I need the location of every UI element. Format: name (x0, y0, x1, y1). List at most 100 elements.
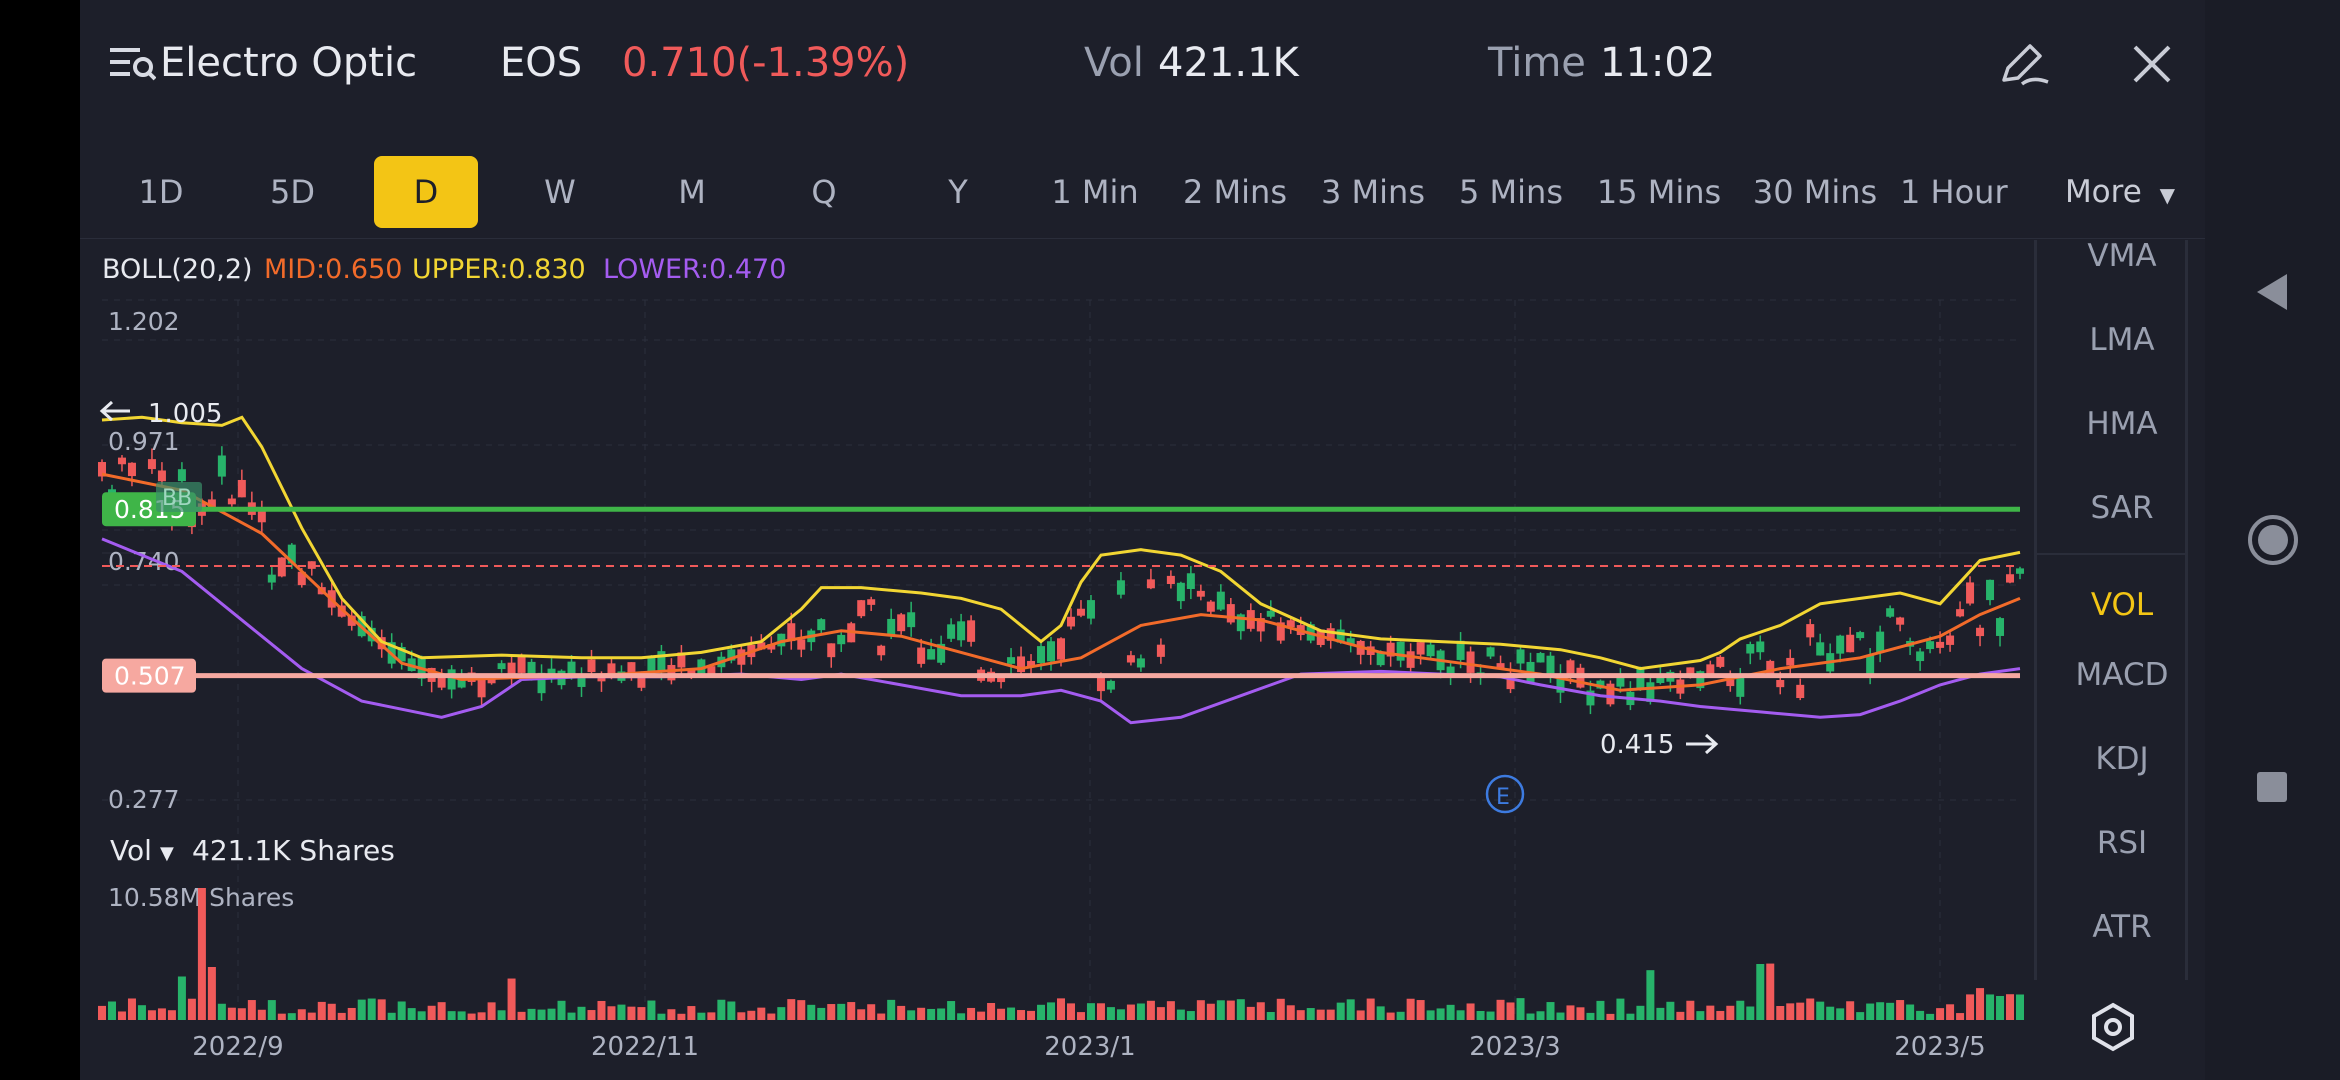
volume-bar (497, 1010, 506, 1020)
volume-bar (837, 1003, 846, 1020)
volume-bar (98, 1005, 106, 1020)
close-icon[interactable] (2132, 44, 2172, 84)
candle-body (1606, 683, 1615, 705)
indicator-menu-border (2034, 240, 2037, 980)
candle-body (667, 664, 676, 681)
volume-bar (937, 1008, 946, 1020)
volume-bar (1746, 1006, 1755, 1020)
price-chart[interactable]: BOLL(20,2) MID:0.650 UPPER:0.830 LOWER:0… (80, 240, 2035, 1080)
volume-current: 421.1K Shares (192, 834, 395, 867)
candle-body (1966, 582, 1975, 604)
boll-mid: MID:0.650 (264, 254, 402, 285)
candle-body (1336, 629, 1345, 643)
candle-body (287, 544, 296, 564)
settings-hexagon-icon[interactable] (2088, 1002, 2138, 1052)
indicator-sar[interactable]: SAR (2090, 490, 2154, 526)
pink-level-value: 0.507 (114, 662, 186, 691)
tab-1d[interactable]: 1D (138, 173, 184, 211)
volume-bar (207, 967, 216, 1020)
volume-bar (407, 1008, 416, 1020)
boll-label[interactable]: BOLL(20,2) (102, 254, 253, 285)
volume-bar (1856, 1012, 1865, 1020)
tab-d[interactable]: D (374, 156, 478, 228)
candle-body (1696, 671, 1705, 689)
volume-bar (987, 1003, 996, 1020)
candle-body (1866, 654, 1875, 677)
candle-body (687, 668, 696, 677)
volume-bar (1436, 1008, 1445, 1020)
tab-m[interactable]: M (678, 173, 706, 211)
candle-body (1226, 604, 1235, 623)
volume-bar (1296, 1010, 1305, 1020)
candle-body (1996, 618, 2005, 636)
candle-body (1236, 614, 1245, 632)
candle-body (347, 615, 356, 626)
volume-bars (98, 888, 2024, 1020)
home-circle-icon[interactable] (2247, 514, 2299, 566)
edit-pen-icon[interactable] (1998, 40, 2050, 88)
bb-tag[interactable] (156, 482, 202, 512)
indicator-macd[interactable]: MACD (2075, 657, 2169, 693)
back-triangle-icon[interactable] (2255, 272, 2289, 312)
candle-body (1326, 628, 1335, 641)
menu-search-icon[interactable] (110, 44, 156, 84)
chevron-down-icon[interactable]: ▼ (160, 843, 174, 864)
chart-grid (102, 299, 2020, 1020)
tab-1-min[interactable]: 1 Min (1051, 173, 1139, 211)
candle-body (577, 675, 586, 687)
stock-name[interactable]: Electro Optic (160, 40, 418, 86)
volume-bar (387, 1012, 396, 1020)
candle-body (1686, 667, 1695, 677)
boll-lower-line (101, 537, 2021, 725)
tab-5d[interactable]: 5D (270, 173, 315, 211)
candle-body (1736, 676, 1745, 697)
indicator-kdj[interactable]: KDJ (2095, 741, 2149, 777)
candle-body (437, 675, 446, 688)
candle-body (277, 557, 286, 577)
vol-value: 421.1K (1158, 40, 1299, 86)
volume-bar (1586, 1012, 1595, 1020)
more-dropdown[interactable]: More ▼ (2050, 156, 2190, 228)
volume-bar (1956, 1013, 1965, 1020)
indicator-atr[interactable]: ATR (2092, 909, 2152, 945)
candle-body (1396, 641, 1405, 661)
volume-bar (1086, 1003, 1095, 1020)
volume-bar (517, 1011, 526, 1020)
volume-bar (1057, 998, 1065, 1020)
volume-bar (1116, 1009, 1125, 1020)
event-marker-icon[interactable] (1485, 774, 1525, 814)
candle-body (1446, 666, 1455, 677)
tab-15-mins[interactable]: 15 Mins (1596, 173, 1722, 211)
candle-body (1176, 582, 1185, 602)
candle-body (887, 618, 896, 636)
volume-bar (317, 1001, 326, 1020)
volume-bar (747, 1010, 756, 1020)
volume-bar (1126, 1004, 1135, 1020)
indicator-vma[interactable]: VMA (2087, 238, 2157, 274)
candle-body (1096, 673, 1105, 692)
pink-level-tag[interactable] (102, 658, 196, 693)
indicator-hma[interactable]: HMA (2086, 406, 2158, 442)
recents-square-icon[interactable] (2255, 770, 2289, 804)
volume-bar (437, 1002, 446, 1020)
tab-3-mins[interactable]: 3 Mins (1321, 173, 1425, 211)
volume-bar (1506, 1002, 1515, 1020)
tab-q[interactable]: Q (811, 173, 837, 211)
indicator-lma[interactable]: LMA (2089, 322, 2155, 358)
indicator-rsi[interactable]: RSI (2096, 825, 2148, 861)
tab-y[interactable]: Y (948, 173, 968, 211)
volume-bar (1846, 1001, 1855, 1020)
tab-w[interactable]: W (544, 173, 576, 211)
indicator-vol[interactable]: VOL (2090, 587, 2154, 623)
tab-1-hour[interactable]: 1 Hour (1900, 173, 2008, 211)
volume-bar (1426, 1010, 1435, 1020)
volume-label[interactable]: Vol (110, 834, 152, 867)
volume-bar (1636, 1005, 1645, 1020)
candle-body (647, 656, 656, 678)
tab-2-mins[interactable]: 2 Mins (1183, 173, 1287, 211)
tab-5-mins[interactable]: 5 Mins (1459, 173, 1563, 211)
volume-bar (1156, 1007, 1165, 1020)
tab-30-mins[interactable]: 30 Mins (1752, 173, 1878, 211)
candle-body (1926, 641, 1935, 650)
candle-body (787, 623, 796, 642)
